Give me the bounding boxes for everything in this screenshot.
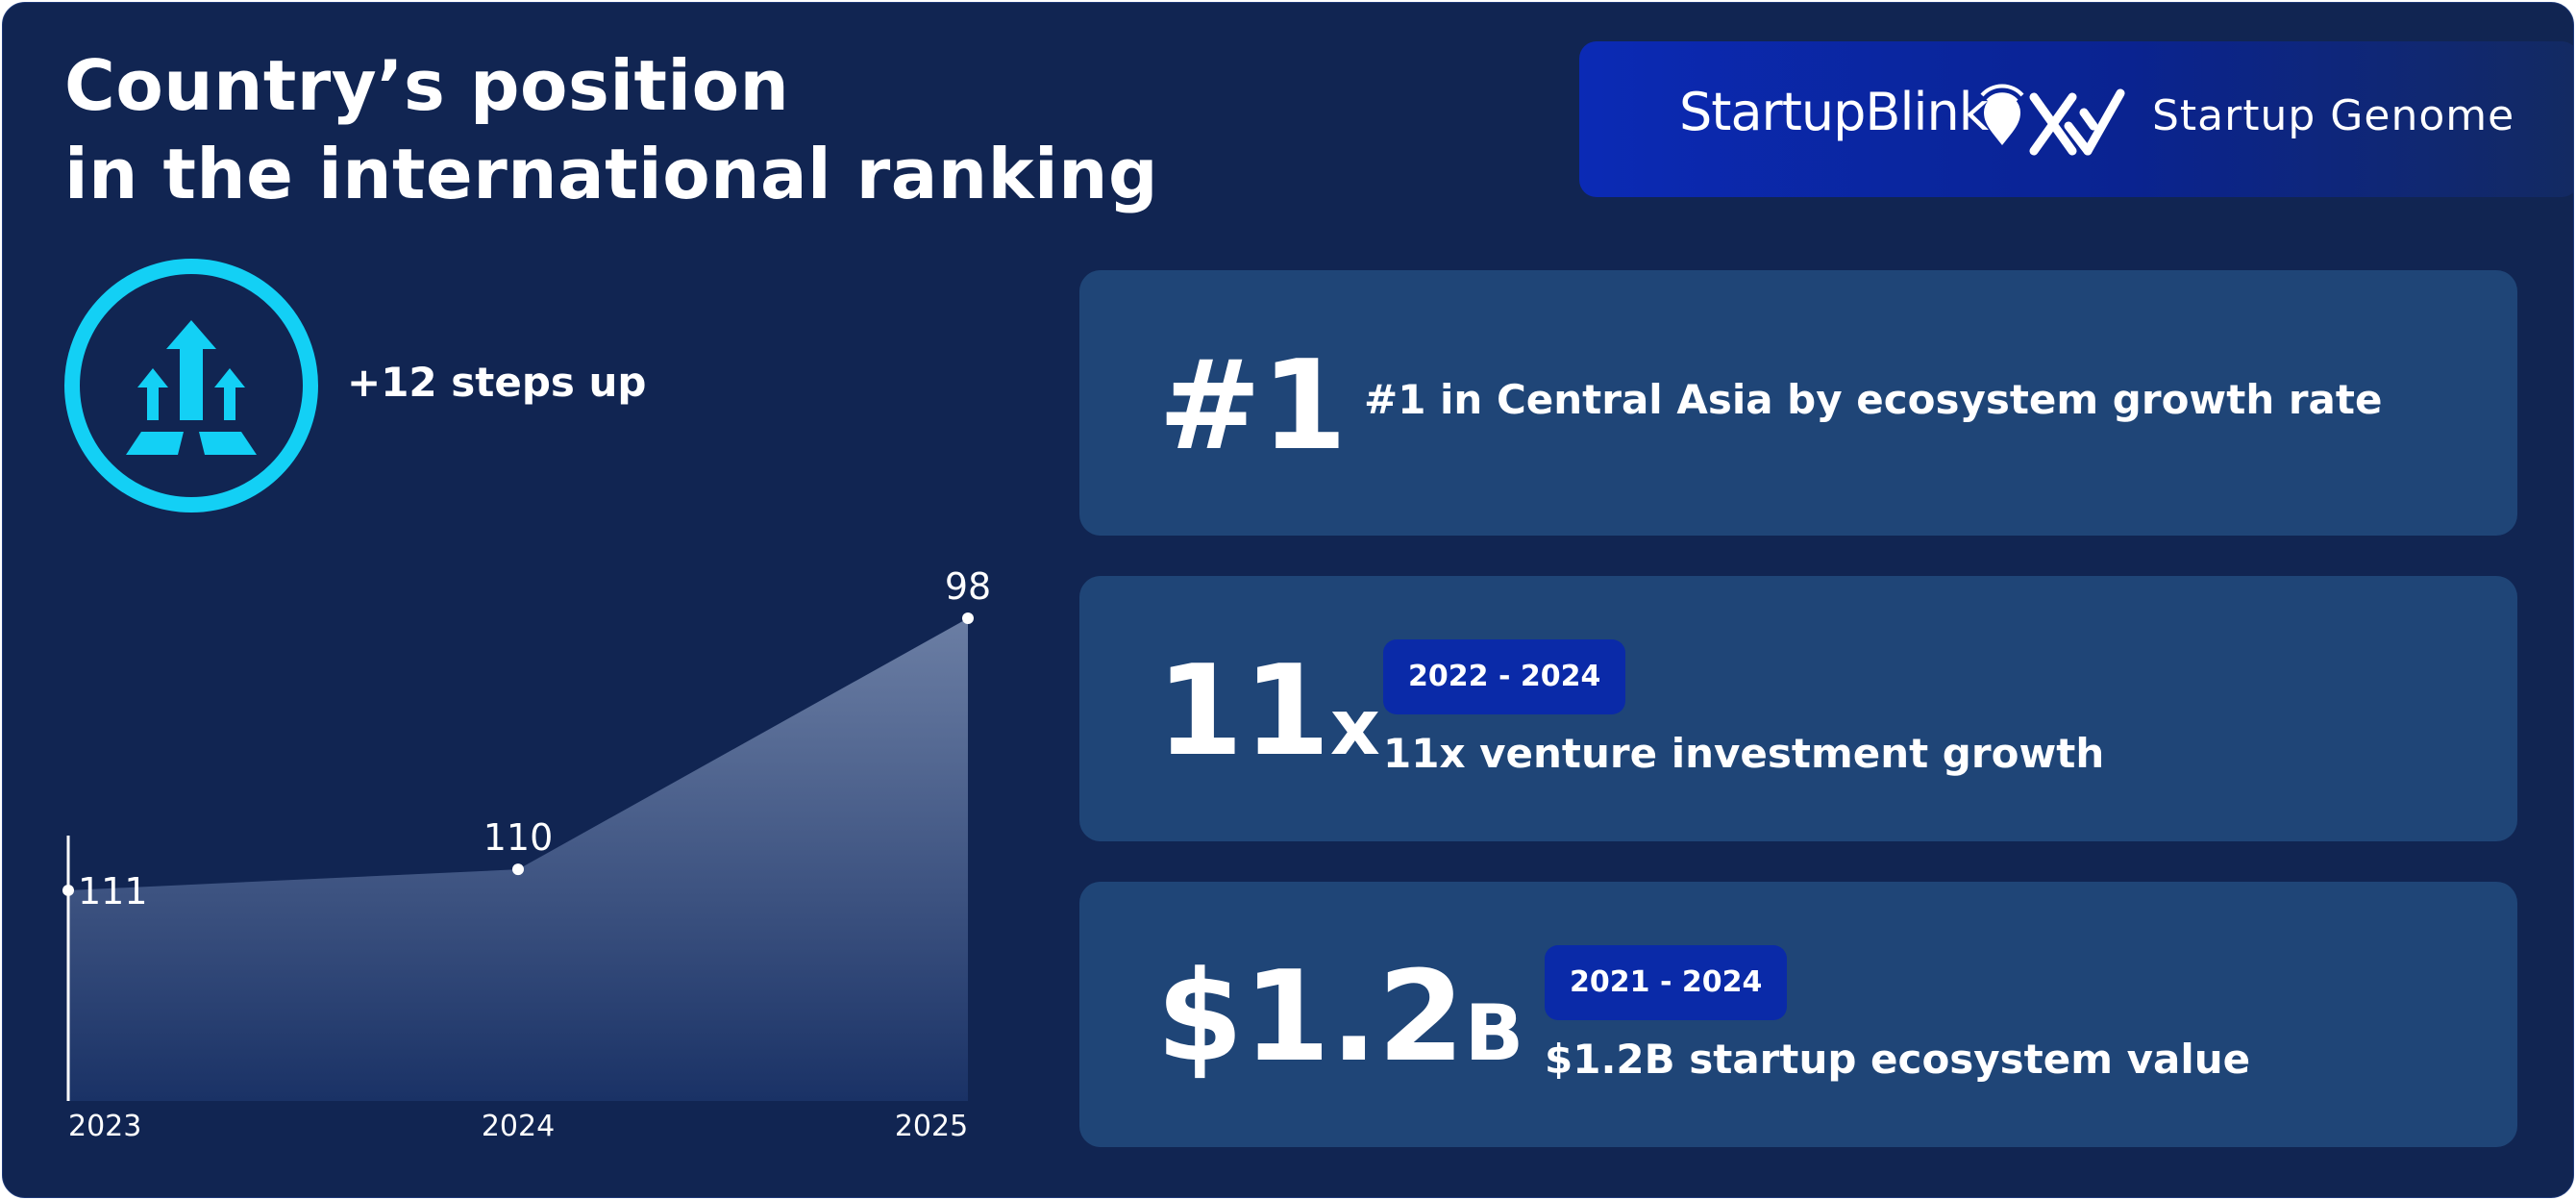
ranking-area-chart: 111 110 98 2023 2024 2025 bbox=[62, 565, 991, 1143]
period-badge: 2022 - 2024 bbox=[1383, 639, 1626, 714]
stat-card-growth-rank: #1 #1 in Central Asia by ecosystem growt… bbox=[1079, 270, 2517, 536]
arrows-up-icon bbox=[126, 320, 257, 455]
data-label: 98 bbox=[945, 565, 991, 608]
stat-card-ecosystem-value: $1.2B 2021 - 2024 $1.2B startup ecosyste… bbox=[1079, 882, 2517, 1147]
stat-big-value: #1 bbox=[1158, 335, 1348, 478]
stat-description: $1.2B startup ecosystem value bbox=[1545, 1036, 2251, 1083]
x-tick-label: 2023 bbox=[68, 1110, 141, 1143]
partner-logos: StartupBlink Startup Genome bbox=[1579, 41, 2573, 197]
location-pin-icon bbox=[1980, 84, 2024, 145]
page-title: Country’s position in the international … bbox=[64, 41, 1158, 218]
data-label: 110 bbox=[483, 816, 554, 859]
data-point bbox=[962, 612, 974, 624]
stat-description: 11x venture investment growth bbox=[1383, 730, 2105, 777]
steps-up-label: +12 steps up bbox=[347, 359, 647, 406]
area-series bbox=[68, 618, 968, 1101]
title-line-1: Country’s position bbox=[64, 45, 790, 126]
startupblink-logo: StartupBlink bbox=[1679, 82, 1989, 142]
stat-card-investment: 11x 2022 - 2024 11x venture investment g… bbox=[1079, 576, 2517, 841]
x-tick-label: 2025 bbox=[895, 1110, 968, 1143]
period-badge: 2021 - 2024 bbox=[1545, 945, 1788, 1020]
x-tick-label: 2024 bbox=[482, 1110, 555, 1143]
data-point bbox=[62, 884, 74, 896]
ranking-badge bbox=[64, 259, 318, 512]
stat-description: #1 in Central Asia by ecosystem growth r… bbox=[1364, 376, 2383, 423]
title-line-2: in the international ranking bbox=[64, 134, 1158, 214]
stat-big-value: $1.2B bbox=[1156, 943, 1524, 1089]
stat-big-value: 11x bbox=[1156, 638, 1380, 784]
data-label: 111 bbox=[78, 870, 148, 912]
startup-genome-logo: Startup Genome bbox=[2152, 91, 2515, 140]
data-point bbox=[512, 863, 524, 876]
startup-genome-icon bbox=[2029, 88, 2125, 156]
